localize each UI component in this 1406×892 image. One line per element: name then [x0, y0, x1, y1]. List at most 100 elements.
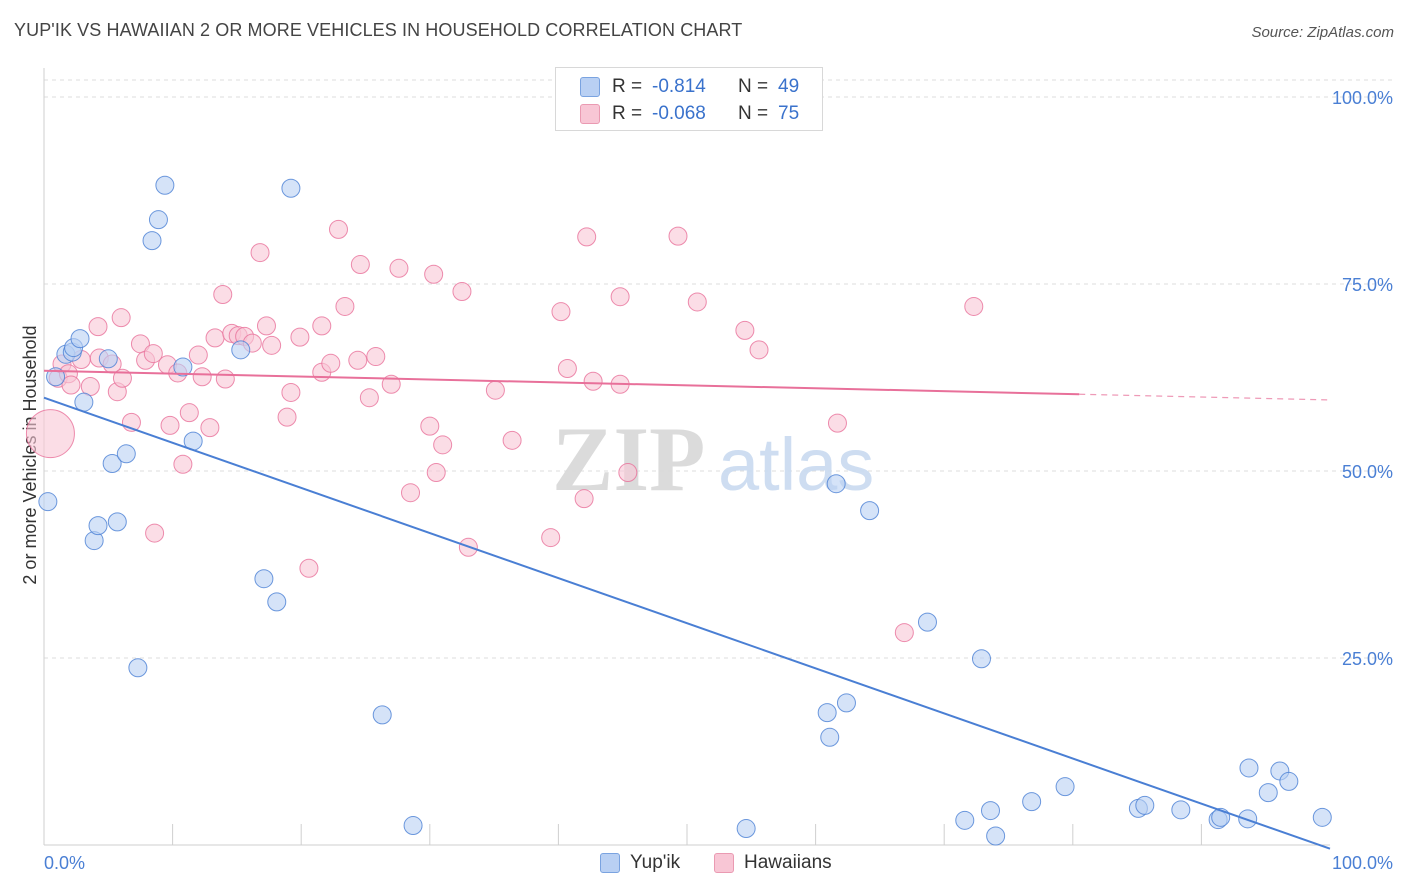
yupik-point — [403, 816, 423, 836]
yupik-point — [817, 703, 837, 723]
stats-row-hawaiians: R = -0.068 N = 75 — [580, 102, 799, 126]
yupik-point — [1258, 783, 1278, 803]
hawaiians-point — [577, 227, 597, 247]
hawaiians-point — [668, 226, 688, 246]
hawaiians-point — [200, 418, 220, 438]
yupik-swatch — [600, 853, 620, 873]
r-value: -0.068 — [652, 103, 706, 124]
hawaiians-point — [964, 296, 984, 316]
watermark-zip: ZIP — [552, 408, 705, 510]
yupik-point — [116, 444, 136, 464]
hawaiians-point — [610, 287, 630, 307]
hawaiians-point — [485, 380, 505, 400]
yupik-point — [820, 727, 840, 747]
hawaiians-swatch — [714, 853, 734, 873]
hawaiians-point — [188, 345, 208, 365]
hawaiians-point — [735, 320, 755, 340]
hawaiians-trend-line — [43, 369, 1080, 396]
yupik-point — [107, 512, 127, 532]
hawaiians-point — [551, 302, 571, 322]
hawaiians-point — [541, 528, 561, 548]
hawaiians-point — [160, 415, 180, 435]
hawaiians-point — [426, 462, 446, 482]
n-label: N = — [738, 103, 769, 124]
hawaiians-point — [749, 340, 769, 360]
yupik-point — [736, 819, 756, 839]
n-value: 75 — [778, 103, 800, 124]
n-label: N = — [738, 76, 769, 97]
yupik-point — [38, 492, 58, 512]
yupik-point — [372, 705, 392, 725]
hawaiians-point — [583, 371, 603, 391]
r-label: R = — [612, 103, 643, 124]
y-tick-labels: 100.0% 75.0% 50.0% 25.0% — [1332, 88, 1393, 669]
legend-label-hawaiians: Hawaiians — [744, 852, 832, 873]
hawaiians-point — [25, 409, 75, 459]
hawaiians-point — [215, 369, 235, 389]
hawaiians-point — [359, 388, 379, 408]
hawaiians-point — [348, 350, 368, 370]
hawaiians-point — [433, 435, 453, 455]
hawaiians-trend-line-extension — [1079, 393, 1331, 401]
yupik-swatch — [580, 77, 600, 97]
y-axis-label: 2 or more Vehicles in Household — [20, 325, 40, 584]
source-note: Source: ZipAtlas.com — [1251, 24, 1394, 41]
x-tick-label-min: 0.0% — [44, 853, 85, 873]
yupik-point — [231, 340, 251, 360]
legend-label-yupik: Yup'ik — [630, 852, 681, 873]
yupik-point — [955, 810, 975, 830]
yupik-point — [281, 178, 301, 198]
yupik-point — [860, 501, 880, 521]
yupik-point — [1279, 771, 1299, 791]
hawaiians-point — [299, 558, 319, 578]
hawaiians-point — [290, 327, 310, 347]
yupik-point — [88, 516, 108, 536]
hawaiians-point — [335, 296, 355, 316]
series-legend: Yup'ik Hawaiians — [0, 852, 1406, 878]
yupik-point — [1239, 758, 1259, 778]
hawaiians-point — [618, 462, 638, 482]
hawaiians-point — [213, 284, 233, 304]
legend-item-hawaiians[interactable]: Hawaiians — [714, 852, 832, 874]
yupik-point — [102, 454, 122, 474]
yupik-points — [38, 175, 1332, 846]
r-label: R = — [612, 76, 643, 97]
legend-item-yupik[interactable]: Yup'ik — [600, 852, 680, 874]
hawaiians-point — [350, 255, 370, 275]
hawaiians-point — [173, 454, 193, 474]
hawaiians-point — [262, 335, 282, 355]
hawaiians-point — [424, 264, 444, 284]
hawaiians-point — [143, 344, 163, 364]
hawaiians-point — [328, 219, 348, 239]
hawaiians-point — [256, 316, 276, 336]
yupik-point — [142, 231, 162, 251]
yupik-point — [980, 801, 1000, 821]
x-tick-labels: 0.0% 100.0% — [44, 853, 1393, 873]
yupik-point — [1171, 800, 1191, 820]
yupik-point — [173, 357, 193, 377]
yupik-point — [1055, 777, 1075, 797]
yupik-point — [917, 612, 937, 632]
yupik-point — [70, 329, 90, 349]
hawaiians-point — [112, 368, 132, 388]
hawaiians-point — [277, 407, 297, 427]
yupik-point — [254, 569, 274, 589]
hawaiians-point — [205, 328, 225, 348]
trend-lines — [43, 369, 1331, 850]
hawaiians-points — [25, 219, 984, 643]
yupik-point — [1312, 807, 1332, 827]
r-value: -0.814 — [652, 76, 706, 97]
y-tick-label: 50.0% — [1342, 462, 1393, 482]
y-tick-label: 100.0% — [1332, 88, 1393, 108]
hawaiians-point — [687, 292, 707, 312]
n-value: 49 — [778, 76, 800, 97]
chart-title: YUP'IK VS HAWAIIAN 2 OR MORE VEHICLES IN… — [14, 20, 743, 40]
hawaiians-point — [401, 483, 421, 503]
hawaiians-point — [366, 347, 386, 367]
yupik-point — [46, 367, 66, 387]
yupik-point — [267, 592, 287, 612]
hawaiians-point — [281, 382, 301, 402]
yupik-trend-line — [43, 396, 1331, 850]
yupik-point — [971, 649, 991, 669]
